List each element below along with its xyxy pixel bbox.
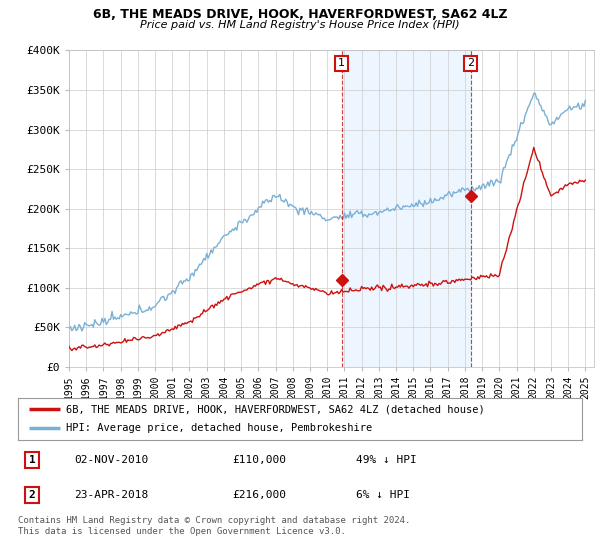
Text: 2: 2 bbox=[29, 490, 35, 500]
Text: 6B, THE MEADS DRIVE, HOOK, HAVERFORDWEST, SA62 4LZ (detached house): 6B, THE MEADS DRIVE, HOOK, HAVERFORDWEST… bbox=[66, 404, 485, 414]
Text: 1: 1 bbox=[29, 455, 35, 465]
Text: 6% ↓ HPI: 6% ↓ HPI bbox=[356, 490, 410, 500]
Text: £216,000: £216,000 bbox=[232, 490, 286, 500]
Text: 1: 1 bbox=[338, 58, 345, 68]
Text: 6B, THE MEADS DRIVE, HOOK, HAVERFORDWEST, SA62 4LZ: 6B, THE MEADS DRIVE, HOOK, HAVERFORDWEST… bbox=[92, 8, 508, 21]
Text: Price paid vs. HM Land Registry's House Price Index (HPI): Price paid vs. HM Land Registry's House … bbox=[140, 20, 460, 30]
Text: £110,000: £110,000 bbox=[232, 455, 286, 465]
Text: Contains HM Land Registry data © Crown copyright and database right 2024.
This d: Contains HM Land Registry data © Crown c… bbox=[18, 516, 410, 536]
Text: 02-NOV-2010: 02-NOV-2010 bbox=[74, 455, 149, 465]
Text: 23-APR-2018: 23-APR-2018 bbox=[74, 490, 149, 500]
Text: HPI: Average price, detached house, Pembrokeshire: HPI: Average price, detached house, Pemb… bbox=[66, 423, 372, 433]
Bar bbox=[341, 50, 470, 367]
Text: 49% ↓ HPI: 49% ↓ HPI bbox=[356, 455, 417, 465]
Text: 2: 2 bbox=[467, 58, 474, 68]
